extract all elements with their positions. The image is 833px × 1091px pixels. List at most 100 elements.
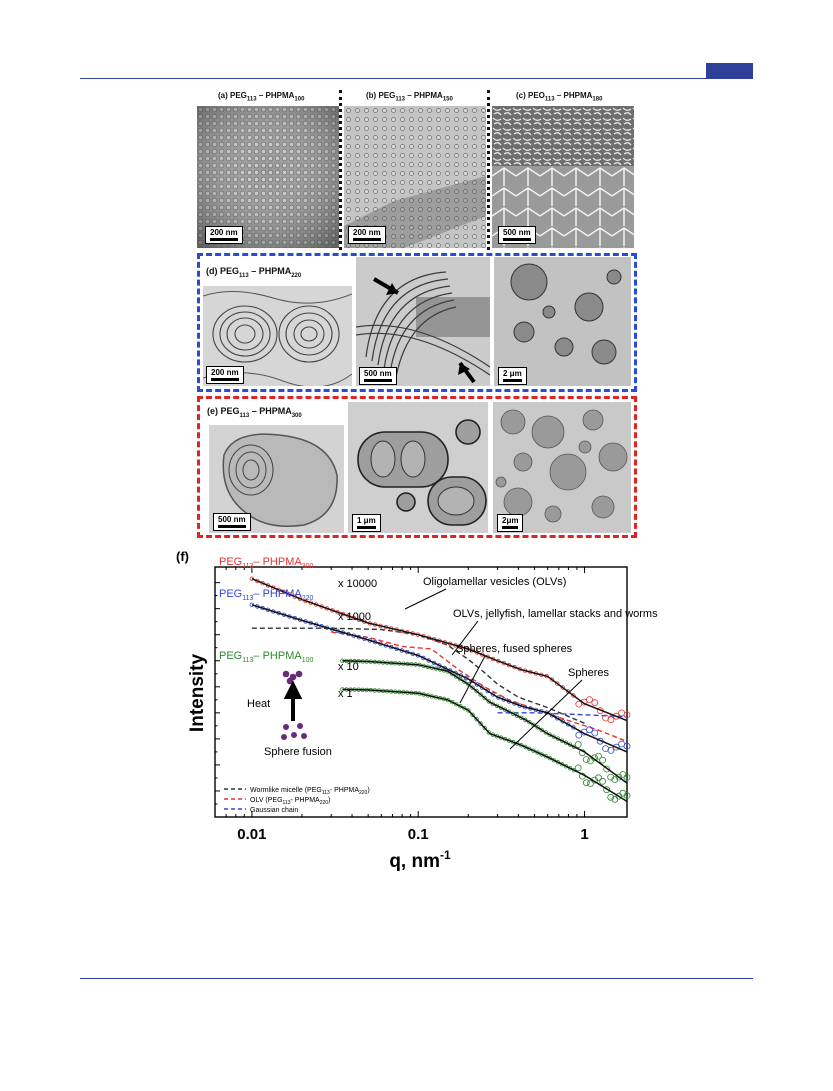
data-point [555,716,560,721]
data-point [454,674,459,679]
annotation-spheres-arrow [509,679,583,750]
data-point [450,699,455,705]
fit-line [342,660,628,784]
data-point [571,693,576,698]
data-point [587,757,594,765]
data-point [567,765,573,771]
data-point [474,716,479,722]
data-point [575,731,583,739]
data-point [595,752,602,760]
data-point [502,707,508,712]
fit-line [251,578,628,722]
scale-bar-b: 200 nm [348,226,386,244]
model-line [251,627,585,724]
data-point [607,746,615,754]
data-point [623,773,631,781]
data-point [462,679,467,684]
data-point [591,699,599,707]
panel-c-label: (c) PEO113 – PHPMA180 [516,91,603,103]
multiplier-1: x 1 [338,688,353,700]
data-point [586,696,593,704]
divider-bc [487,90,490,250]
tem-image-c: 500 nm [492,106,634,248]
series-label-100: PEG113– PHPMA100 [219,650,313,664]
data-point [619,789,627,797]
tem-image-a: 200 nm [197,106,339,248]
data-point [560,685,565,690]
data-point [454,701,459,707]
data-point [599,756,606,764]
annotation-fused-arrow [459,655,486,704]
x-axis-label: q, nm-1 [389,848,451,872]
data-point [574,741,582,748]
data-point [560,719,565,724]
data-point [603,786,611,794]
data-point [587,780,594,788]
data-point [559,761,565,767]
separate-spheres-icon [281,723,307,740]
data-point [469,678,474,684]
annotation-olv: Oligolamellar vesicles (OLVs) [423,576,566,588]
data-point [478,721,483,726]
data-point [574,764,582,772]
tem-image-d3: 2 μm [494,257,631,386]
annotation-fused: Spheres, fused spheres [456,643,573,655]
data-point [462,706,467,711]
data-point [551,757,556,763]
data-point [607,716,615,724]
divider-ab [339,90,342,250]
data-point [464,675,469,681]
saxs-chart: (f) 0.01 0.1 1 Intensity q, nm-1 PEG113– P… [176,549,658,872]
scale-bar-d3: 2 μm [498,367,527,385]
data-point [582,756,590,763]
tem-image-e3: 2μm [493,402,631,533]
fusion-inset: Heat Sphere fusion [247,670,332,758]
fit-line [251,604,628,753]
svg-text:Wormlike micelle (PEG113- PHPM: Wormlike micelle (PEG113- PHPMA220) [250,787,370,796]
tem-image-e2: 1 μm [348,402,488,533]
model-legend: Wormlike micelle (PEG113- PHPMA220) OLV … [224,787,370,814]
annotation-olv-arrow [404,588,447,610]
data-point [478,692,483,697]
series-label-220: PEG113– PHPMA220 [219,588,313,602]
data-point [485,688,490,694]
data-point [595,774,602,782]
series-label-300: PEG113– PHPMA300 [219,556,313,570]
svg-text:OLV (PEG113- PHPMA220): OLV (PEG113- PHPMA220) [250,797,330,806]
scale-bar-e3: 2μm [497,514,524,532]
panel-a-label: (a) PEG113 – PHPMA100 [218,91,305,103]
data-point [582,779,590,787]
data-point [563,763,569,769]
data-point [519,715,524,720]
multiplier-10000: x 10000 [338,578,377,590]
data-point [535,725,540,730]
scale-bar-e1: 500 nm [213,513,251,531]
header-color-block [706,63,753,78]
multiplier-10: x 10 [338,661,359,673]
tem-image-e1: 500 nm [209,425,344,533]
data-point [555,759,561,765]
fit-lines [251,578,628,803]
data-point [591,729,599,737]
svg-text:Gaussian chain: Gaussian chain [250,807,298,814]
data-point [612,743,620,751]
data-point [586,726,593,734]
model-line [497,712,628,718]
data-point [549,677,555,682]
data-point [523,717,528,723]
frame-e [197,396,637,538]
data-point [547,732,552,737]
data-point [470,712,475,717]
scale-bar-d2: 500 nm [359,367,397,385]
data-point [466,708,471,713]
scale-bar-a: 200 nm [205,226,243,244]
inset-heat-label: Heat [247,698,270,710]
data-point [607,793,615,801]
inset-fusion-label: Sphere fusion [264,746,332,758]
plot-frame [214,566,628,818]
data-point [474,688,479,694]
data-point [450,671,455,677]
panel-f-label: (f) [176,549,189,564]
data-point [623,742,631,750]
model-lines [251,627,628,743]
